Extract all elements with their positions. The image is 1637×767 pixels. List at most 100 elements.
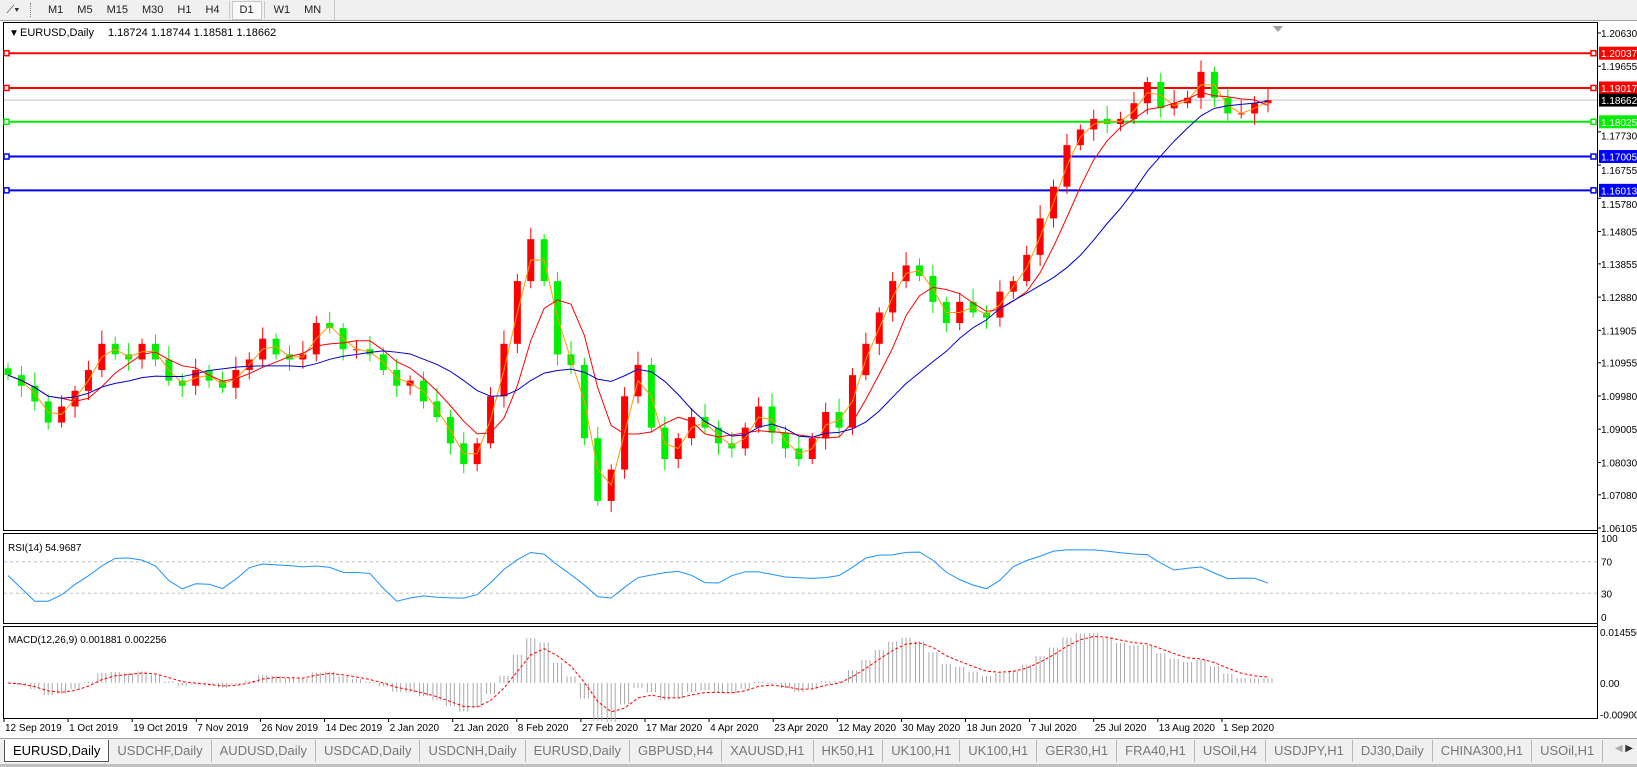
chart-tab[interactable]: CHINA300,H1 xyxy=(1433,740,1533,762)
status-bar xyxy=(0,764,1637,767)
chart-tab[interactable]: FRA40,H1 xyxy=(1117,740,1195,762)
level-handle-left[interactable] xyxy=(3,84,10,92)
macd-tick-label: 0.014556 xyxy=(1600,628,1637,639)
macd-label: MACD(12,26,9) 0.001881 0.002256 xyxy=(8,635,167,646)
price-tick-label: 1.11905 xyxy=(1601,326,1637,337)
chart-shift-marker-icon[interactable] xyxy=(1273,26,1283,32)
level-price-label-bg xyxy=(1599,46,1637,60)
date-tick-label: 12 May 2020 xyxy=(838,723,896,734)
price-tick-label: 1.09005 xyxy=(1601,425,1637,436)
chart-tab[interactable]: UK100,H1 xyxy=(883,740,961,762)
level-price-label-bg xyxy=(1599,150,1637,164)
current-price-label-bg xyxy=(1599,93,1637,107)
level-handle-right[interactable] xyxy=(1590,187,1597,194)
chart-tab[interactable]: EURUSD,Daily xyxy=(526,740,630,762)
current-price-label: 1.18662 xyxy=(1601,96,1637,107)
date-tick-label: 2 Jan 2020 xyxy=(390,723,440,734)
main-chart-panel[interactable] xyxy=(3,22,1598,531)
chart-tab[interactable]: USOil,H1 xyxy=(1532,740,1604,762)
timeframe-button-d1[interactable]: D1 xyxy=(231,0,262,20)
level-price-label-bg xyxy=(1599,81,1637,95)
timeframe-group: ⟋▾ M1 M5 M15 M30 H1 H4 D1 W1 MN xyxy=(0,0,336,20)
timeframe-button-w1[interactable]: W1 xyxy=(273,4,291,16)
level-price-label-bg xyxy=(1599,115,1637,129)
chart-tab[interactable]: USDCAD,Daily xyxy=(316,740,421,762)
timeframe-button-mn[interactable]: MN xyxy=(304,4,322,16)
timeframe-button-m15[interactable]: M15 xyxy=(106,4,128,16)
date-tick-label: 1 Sep 2020 xyxy=(1223,723,1275,734)
level-price-label: 1.20037 xyxy=(1601,49,1637,60)
rsi-label: RSI(14) 54.9687 xyxy=(8,543,82,554)
rsi-panel[interactable] xyxy=(3,533,1598,624)
toolbar-divider xyxy=(228,1,230,19)
level-handle-right[interactable] xyxy=(1590,118,1597,126)
level-handle-left[interactable] xyxy=(3,118,10,126)
level-price-label: 1.19017 xyxy=(1601,84,1637,95)
date-tick-label: 4 Apr 2020 xyxy=(710,723,759,734)
date-tick-label: 1 Oct 2019 xyxy=(69,723,118,734)
price-tick-label: 1.16755 xyxy=(1601,166,1637,177)
level-handle-right[interactable] xyxy=(1590,153,1597,160)
chart-tab[interactable]: XAUUSD,H1 xyxy=(722,740,814,762)
chart-window[interactable]: 100 70 30 0 0.014556 0.00 -0.00900 1.20037 1.1… xyxy=(0,0,1637,738)
price-tick-label: 1.20630 xyxy=(1601,29,1637,40)
date-tick-label: 21 Jan 2020 xyxy=(454,723,509,734)
level-handle-left[interactable] xyxy=(3,49,10,57)
chart-tab[interactable]: USDJPY,H1 xyxy=(1266,740,1353,762)
timeframe-button-h4[interactable]: H4 xyxy=(205,4,220,16)
date-tick-label: 23 Apr 2020 xyxy=(774,723,828,734)
price-tick-label: 1.06105 xyxy=(1601,524,1637,535)
level-handle-left[interactable] xyxy=(3,187,10,194)
chart-tab[interactable]: DJ30,Daily xyxy=(1353,740,1433,762)
chart-tab[interactable]: EURUSD,Daily xyxy=(4,740,110,762)
date-tick-label: 14 Dec 2019 xyxy=(326,723,383,734)
macd-panel[interactable] xyxy=(3,626,1598,719)
price-tick-label: 1.19655 xyxy=(1601,62,1637,73)
date-tick-label: 25 Jul 2020 xyxy=(1095,723,1147,734)
level-price-label: 1.18025 xyxy=(1601,118,1637,129)
rsi-line xyxy=(7,549,1269,602)
price-tick-label: 1.07080 xyxy=(1601,491,1637,502)
timeframe-button-m5[interactable]: M5 xyxy=(77,4,93,16)
timeframe-button-m30[interactable]: M30 xyxy=(141,4,164,16)
level-handle-right[interactable] xyxy=(1590,84,1597,92)
date-tick-label: 30 May 2020 xyxy=(902,723,960,734)
chart-tab[interactable]: USDCNH,Daily xyxy=(420,740,526,762)
price-tick-label: 1.09980 xyxy=(1601,392,1637,403)
toolbar-divider xyxy=(263,1,265,19)
date-tick-label: 8 Feb 2020 xyxy=(518,723,569,734)
tabs-scroll-right-icon[interactable]: ▶ xyxy=(1625,743,1633,754)
toolbar-grip[interactable] xyxy=(30,3,35,17)
chart-tab[interactable]: USOil,H4 xyxy=(1195,740,1267,762)
chart-tab[interactable]: GBPUSD,H4 xyxy=(630,740,723,762)
ma-medium-line xyxy=(7,92,1269,439)
date-tick-label: 13 Aug 2020 xyxy=(1159,723,1216,734)
timeframe-button-h1[interactable]: H1 xyxy=(177,4,192,16)
chart-header-collapse-icon[interactable]: ▼ xyxy=(9,28,19,39)
date-tick-label: 19 Oct 2019 xyxy=(133,723,188,734)
date-tick-label: 18 Jun 2020 xyxy=(967,723,1022,734)
date-tick-label: 26 Nov 2019 xyxy=(261,723,318,734)
ma-fast-line xyxy=(7,84,1269,487)
level-price-label: 1.16013 xyxy=(1601,186,1637,197)
chart-ohlc: 1.18724 1.18744 1.18581 1.18662 xyxy=(108,27,276,39)
price-tick-label: 1.14805 xyxy=(1601,228,1637,239)
level-price-label-bg xyxy=(1599,183,1637,197)
rsi-tick-label: 70 xyxy=(1601,558,1613,569)
chart-tab[interactable]: UK100,H1 xyxy=(960,740,1038,762)
chart-tab[interactable]: GER30,H1 xyxy=(1037,740,1118,762)
timeframe-button-m1[interactable]: M1 xyxy=(48,4,64,16)
chart-tab[interactable]: AUDUSD,Daily xyxy=(212,740,317,762)
rsi-tick-label: 30 xyxy=(1601,589,1613,600)
macd-tick-label: 0.00 xyxy=(1600,679,1620,690)
chart-tab[interactable]: HK50,H1 xyxy=(814,740,884,762)
level-handle-right[interactable] xyxy=(1590,49,1597,57)
price-tick-label: 1.17730 xyxy=(1601,131,1637,142)
level-handle-left[interactable] xyxy=(3,153,10,160)
rsi-tick-label: 0 xyxy=(1601,613,1607,624)
chart-tab[interactable]: USDCHF,Daily xyxy=(109,740,212,762)
tabs-scroll-left-icon[interactable]: ◀ xyxy=(1614,743,1623,754)
level-price-label: 1.17005 xyxy=(1601,153,1637,164)
date-tick-label: 7 Jul 2020 xyxy=(1031,723,1078,734)
line-tools-icon[interactable]: ⟋▾ xyxy=(6,3,20,16)
